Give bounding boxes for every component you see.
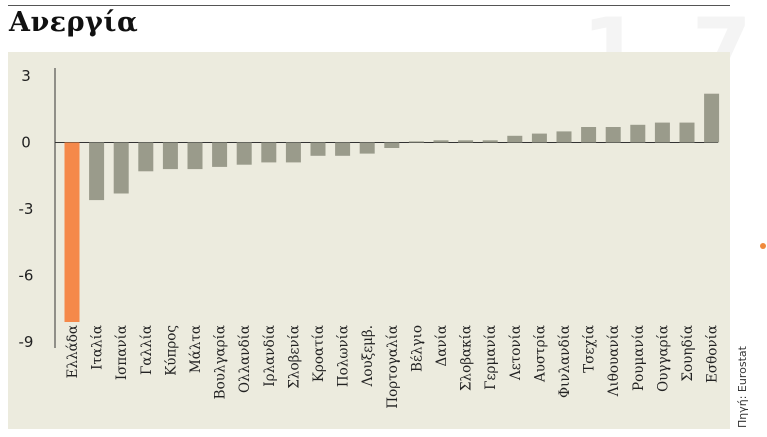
bar (335, 142, 351, 156)
bar (556, 131, 572, 143)
x-tick-label: Γαλλία (139, 325, 155, 375)
bar (285, 142, 301, 163)
bar (89, 142, 105, 201)
bar (310, 142, 326, 156)
y-tick-label: -9 (19, 333, 34, 351)
y-tick-label: 0 (21, 134, 31, 152)
x-tick-label: Ελλάδα (65, 325, 81, 378)
x-tick-label: Ρουμανία (631, 325, 647, 391)
bar (162, 142, 178, 170)
bar (507, 135, 523, 143)
top-rule (8, 5, 730, 6)
bar (704, 93, 720, 143)
bar (679, 122, 695, 143)
chart-title: Ανεργία (9, 7, 139, 38)
source-label: Πηγή: Eurostat (736, 346, 749, 428)
x-tick-label: Λιθουανία (606, 325, 622, 397)
x-tick-label: Σλοβενία (286, 325, 302, 389)
x-tick-label: Αυστρία (532, 325, 548, 383)
x-tick-label: Δανία (434, 325, 450, 366)
x-tick-label: Ιταλία (90, 325, 106, 370)
x-tick-label: Βουλγαρία (213, 325, 229, 399)
bar (482, 140, 498, 143)
bar (433, 140, 449, 143)
x-tick-label: Λετονία (508, 325, 524, 381)
bar (236, 142, 252, 165)
y-tick-label: -6 (19, 267, 34, 285)
bar (261, 142, 277, 163)
x-tick-label: Λουξεμβ. (360, 325, 376, 387)
x-tick-label: Πορτογαλία (385, 325, 401, 409)
x-tick-label: Πολωνία (336, 325, 352, 387)
x-tick-label: Ιρλανδία (262, 325, 278, 387)
bar (212, 142, 228, 167)
x-tick-label: Ισπανία (114, 325, 130, 380)
x-tick-label: Γερμανία (483, 325, 499, 390)
plot-background (8, 52, 730, 429)
bar (630, 124, 646, 143)
orange-dot-marker (760, 243, 766, 249)
y-tick-label: 3 (21, 67, 31, 85)
bar (384, 142, 400, 148)
x-tick-label: Κύπρος (163, 325, 179, 376)
bar (138, 142, 154, 172)
x-tick-label: Ουγγαρία (655, 325, 671, 392)
x-tick-label: Βέλγιο (409, 325, 425, 372)
bar (64, 142, 80, 322)
x-tick-label: Σουηδία (680, 325, 696, 382)
x-tick-label: Εσθονία (705, 325, 721, 383)
bar (113, 142, 129, 194)
bar (408, 141, 424, 143)
x-tick-label: Ολλανδία (237, 325, 253, 393)
bar (187, 142, 203, 170)
x-tick-label: Τσεχία (582, 325, 598, 373)
bar (654, 122, 670, 143)
bar (458, 140, 474, 143)
bar (359, 142, 375, 154)
x-tick-label: Κροατία (311, 325, 327, 382)
bar (605, 127, 621, 143)
x-tick-label: Φινλανδία (557, 325, 573, 398)
bar (531, 133, 547, 143)
y-tick-label: -3 (19, 200, 34, 218)
bar (581, 127, 597, 143)
x-tick-label: Σλοβακία (459, 325, 475, 391)
x-tick-label: Μάλτα (188, 325, 204, 373)
